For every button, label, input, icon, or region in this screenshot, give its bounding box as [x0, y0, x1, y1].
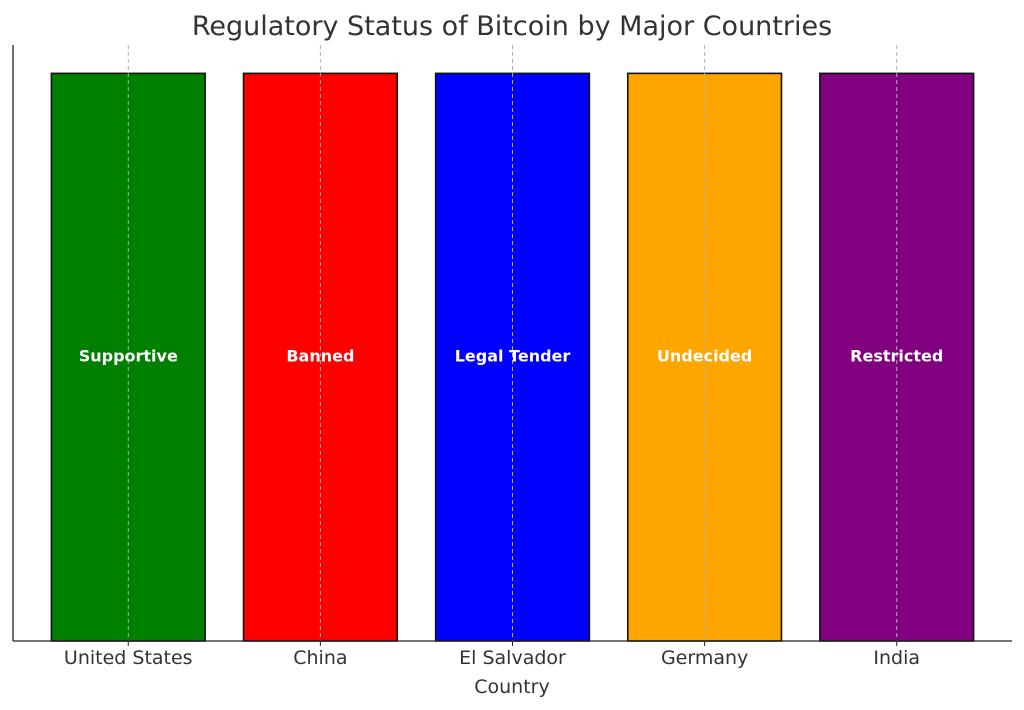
- bar-status-label: Banned: [286, 347, 354, 366]
- bar-status-label: Restricted: [850, 347, 943, 366]
- x-tick-label: Germany: [661, 647, 748, 669]
- chart-title: Regulatory Status of Bitcoin by Major Co…: [192, 11, 832, 42]
- bar-status-label: Undecided: [657, 347, 752, 366]
- x-tick-label: El Salvador: [459, 647, 566, 669]
- x-tick-label: China: [293, 647, 347, 669]
- bar-status-label: Supportive: [79, 347, 178, 366]
- x-tick-labels: United States China El Salvador Germany Indi…: [64, 641, 920, 669]
- x-tick-label: India: [873, 647, 920, 669]
- bar-labels: Supportive Banned Legal Tender Undecided Res…: [79, 347, 944, 366]
- x-axis-label: Country: [474, 676, 549, 698]
- x-tick-label: United States: [64, 647, 193, 669]
- grid-lines-front: [127, 45, 898, 641]
- bar-status-label: Legal Tender: [455, 347, 571, 366]
